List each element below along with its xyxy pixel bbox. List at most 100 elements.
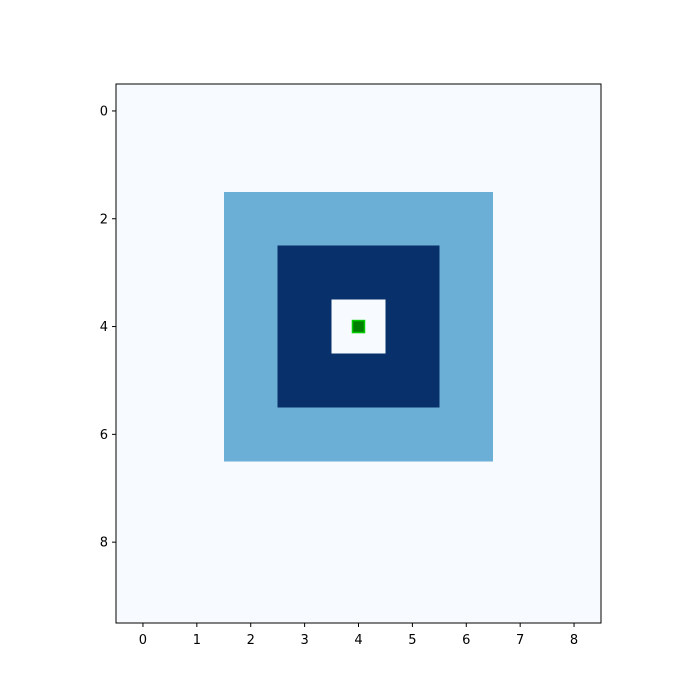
x-tick-label: 1 (193, 633, 201, 648)
heatmap-cell (116, 299, 171, 355)
heatmap-cell (385, 84, 440, 139)
heatmap-cell (223, 407, 279, 462)
heatmap-cell (385, 407, 440, 462)
heatmap-cell (223, 84, 279, 139)
heatmap-cell (547, 191, 602, 247)
heatmap-cell (547, 569, 602, 624)
heatmap-cell (169, 84, 225, 139)
y-tick-label: 4 (100, 320, 108, 335)
heatmap-cell (277, 191, 333, 247)
heatmap-cell (439, 569, 494, 624)
heatmap-cell (331, 515, 387, 570)
heatmap-cell (331, 353, 387, 408)
y-tick-label: 8 (100, 536, 108, 551)
heatmap-cell (277, 407, 333, 462)
heatmap-cell (331, 569, 387, 624)
heatmap-cell (116, 353, 171, 408)
x-axis: 0 1 2 3 4 5 6 7 8 (139, 623, 578, 648)
y-tick-label: 2 (100, 212, 108, 227)
heatmap-cell (223, 137, 279, 193)
marker-square (351, 319, 366, 334)
heatmap-cell (385, 245, 440, 301)
heatmap-cell (277, 515, 333, 570)
heatmap-cell (493, 299, 548, 355)
y-axis: 0 2 4 6 8 (100, 104, 116, 551)
heatmap-cell (169, 353, 225, 408)
heatmap-cell (493, 245, 548, 301)
heatmap-cell (439, 461, 494, 516)
x-tick-label: 6 (462, 633, 470, 648)
heatmap-cell (385, 191, 440, 247)
heatmap-cell (223, 515, 279, 570)
x-tick-label: 4 (354, 633, 362, 648)
heatmap-cell (223, 569, 279, 624)
heatmap-cell (116, 407, 171, 462)
heatmap-cell (169, 461, 225, 516)
heatmap-cell (277, 245, 333, 301)
heatmap-cell (331, 137, 387, 193)
heatmap-cell (385, 137, 440, 193)
heatmap-cell (439, 84, 494, 139)
heatmap-cell (493, 137, 548, 193)
heatmap-cell (385, 299, 440, 355)
x-tick-label: 2 (247, 633, 255, 648)
heatmap-cell (547, 353, 602, 408)
y-tick-label: 0 (100, 104, 108, 119)
heatmap-cell (547, 407, 602, 462)
heatmap-cell (169, 245, 225, 301)
heatmap-cell (169, 569, 225, 624)
heatmap-cell (277, 461, 333, 516)
heatmap-cell (547, 299, 602, 355)
x-tick-label: 0 (139, 633, 147, 648)
heatmap-cell (277, 299, 333, 355)
heatmap-cell (223, 245, 279, 301)
heatmap-cell (223, 299, 279, 355)
heatmap-cell (223, 191, 279, 247)
heatmap-cell (331, 84, 387, 139)
heatmap-cell (385, 569, 440, 624)
heatmap-cell (493, 191, 548, 247)
heatmap-cell (493, 515, 548, 570)
heatmap-cell (277, 137, 333, 193)
heatmap-cell (547, 84, 602, 139)
heatmap-cell (331, 407, 387, 462)
heatmap-cell (493, 353, 548, 408)
heatmap-cell (493, 461, 548, 516)
heatmap-cell (116, 569, 171, 624)
heatmap-cell (223, 461, 279, 516)
heatmap-cell (547, 245, 602, 301)
heatmap-cell (169, 407, 225, 462)
heatmap-cell (385, 461, 440, 516)
heatmap-cell (169, 299, 225, 355)
heatmap-cell (493, 407, 548, 462)
heatmap-cell (331, 191, 387, 247)
heatmap-cell (439, 245, 494, 301)
heatmap-cell (439, 353, 494, 408)
heatmap-cell (116, 245, 171, 301)
heatmap-cell (116, 515, 171, 570)
heatmap-cell (169, 515, 225, 570)
heatmap-cell (493, 84, 548, 139)
heatmap-cell (439, 137, 494, 193)
heatmap-cell (439, 191, 494, 247)
heatmap-cell (547, 137, 602, 193)
heatmap-cell (439, 407, 494, 462)
heatmap-cell (439, 299, 494, 355)
heatmap-cell (277, 84, 333, 139)
heatmap-cell (439, 515, 494, 570)
x-tick-label: 5 (408, 633, 416, 648)
heatmap-cell (277, 353, 333, 408)
y-tick-label: 6 (100, 428, 108, 443)
marker-layer (351, 319, 366, 334)
heatmap-cell (223, 353, 279, 408)
heatmap-cell (169, 137, 225, 193)
heatmap-cell (169, 191, 225, 247)
heatmap-cell (547, 461, 602, 516)
heatmap-cell (116, 137, 171, 193)
heatmap-cell (277, 569, 333, 624)
heatmap-cell (116, 461, 171, 516)
heatmap-cell (116, 191, 171, 247)
heatmap-cells (116, 84, 602, 624)
